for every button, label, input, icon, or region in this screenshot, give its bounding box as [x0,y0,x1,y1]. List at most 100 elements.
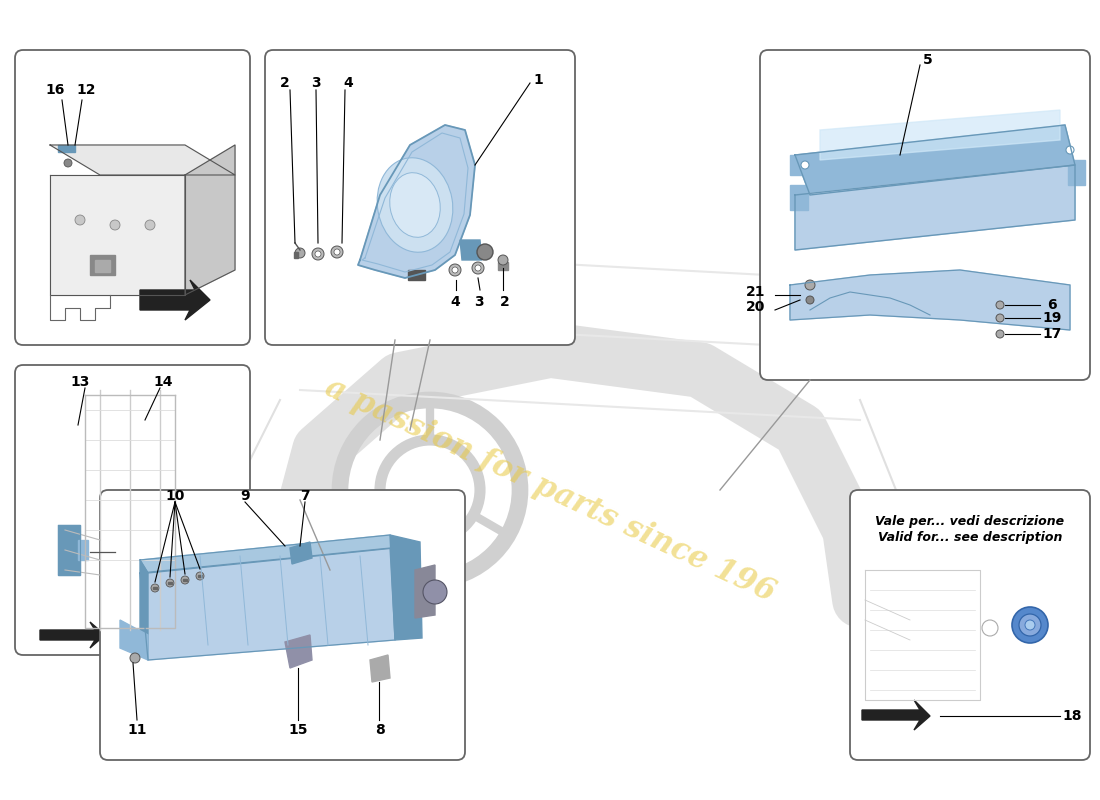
Circle shape [1019,614,1041,636]
Circle shape [498,255,508,265]
Polygon shape [140,560,148,660]
Circle shape [75,215,85,225]
Circle shape [452,267,458,273]
Text: 15: 15 [288,723,308,737]
Circle shape [996,301,1004,309]
Polygon shape [285,635,312,668]
Circle shape [110,220,120,230]
Polygon shape [795,165,1075,250]
Text: 10: 10 [165,489,185,503]
Polygon shape [198,575,202,577]
Text: Valid for... see description: Valid for... see description [878,530,1063,543]
Text: 4: 4 [450,295,460,309]
Polygon shape [120,620,148,660]
Polygon shape [790,270,1070,330]
Polygon shape [95,260,110,272]
Polygon shape [185,145,235,295]
Polygon shape [370,655,390,682]
Circle shape [312,248,324,260]
Circle shape [166,579,174,587]
FancyBboxPatch shape [15,365,250,655]
Polygon shape [498,262,508,270]
Text: 7: 7 [300,489,310,503]
Circle shape [805,280,815,290]
Circle shape [801,161,808,169]
Circle shape [996,314,1004,322]
Text: 16: 16 [45,83,65,97]
Polygon shape [140,548,395,660]
Polygon shape [460,240,482,260]
Text: 8: 8 [375,723,385,737]
Text: Vale per... vedi descrizione: Vale per... vedi descrizione [876,515,1065,529]
Polygon shape [290,542,312,564]
Text: 14: 14 [153,375,173,389]
Circle shape [475,265,481,271]
Text: 18: 18 [1063,709,1081,723]
Circle shape [424,580,447,604]
Polygon shape [153,587,157,589]
Polygon shape [90,255,116,275]
Circle shape [477,244,493,260]
Circle shape [196,572,204,580]
Text: 1: 1 [534,73,543,87]
Polygon shape [58,525,80,575]
Polygon shape [50,145,235,175]
Text: 3: 3 [311,76,321,90]
FancyBboxPatch shape [100,490,465,760]
Ellipse shape [389,173,440,238]
FancyBboxPatch shape [265,50,575,345]
Circle shape [472,262,484,274]
Text: 2: 2 [500,295,510,309]
Polygon shape [408,270,425,280]
Polygon shape [168,582,172,584]
Text: 19: 19 [1043,311,1062,325]
Circle shape [145,220,155,230]
Text: 13: 13 [70,375,90,389]
Polygon shape [40,622,104,648]
Text: 2: 2 [280,76,290,90]
Polygon shape [140,280,210,320]
Circle shape [111,545,125,559]
Text: 11: 11 [128,723,146,737]
Polygon shape [58,145,75,152]
Text: 21: 21 [746,285,766,299]
Polygon shape [78,540,88,560]
Polygon shape [1068,160,1085,185]
Circle shape [806,296,814,304]
Circle shape [151,584,160,592]
Circle shape [64,159,72,167]
Polygon shape [862,700,929,730]
Text: 4: 4 [343,76,353,90]
Circle shape [1025,620,1035,630]
Ellipse shape [377,158,453,252]
Text: 6: 6 [1047,298,1057,312]
Circle shape [331,246,343,258]
Circle shape [996,330,1004,338]
FancyBboxPatch shape [850,490,1090,760]
Polygon shape [415,565,434,618]
Circle shape [182,576,189,584]
Circle shape [114,548,122,556]
Circle shape [295,248,305,258]
Polygon shape [183,579,187,581]
Circle shape [334,249,340,255]
FancyBboxPatch shape [760,50,1090,380]
Circle shape [982,620,998,636]
FancyBboxPatch shape [15,50,250,345]
Polygon shape [50,175,185,295]
Circle shape [315,251,321,257]
Text: 3: 3 [474,295,484,309]
Polygon shape [820,110,1060,160]
Polygon shape [795,125,1075,195]
Text: 9: 9 [240,489,250,503]
Text: 5: 5 [923,53,933,67]
Polygon shape [790,155,808,175]
Circle shape [449,264,461,276]
Circle shape [1066,146,1074,154]
Circle shape [1012,607,1048,643]
Text: 12: 12 [76,83,96,97]
Polygon shape [140,535,395,573]
Text: a passion for parts since 196: a passion for parts since 196 [320,372,780,608]
Text: 20: 20 [746,300,766,314]
Polygon shape [790,185,808,210]
